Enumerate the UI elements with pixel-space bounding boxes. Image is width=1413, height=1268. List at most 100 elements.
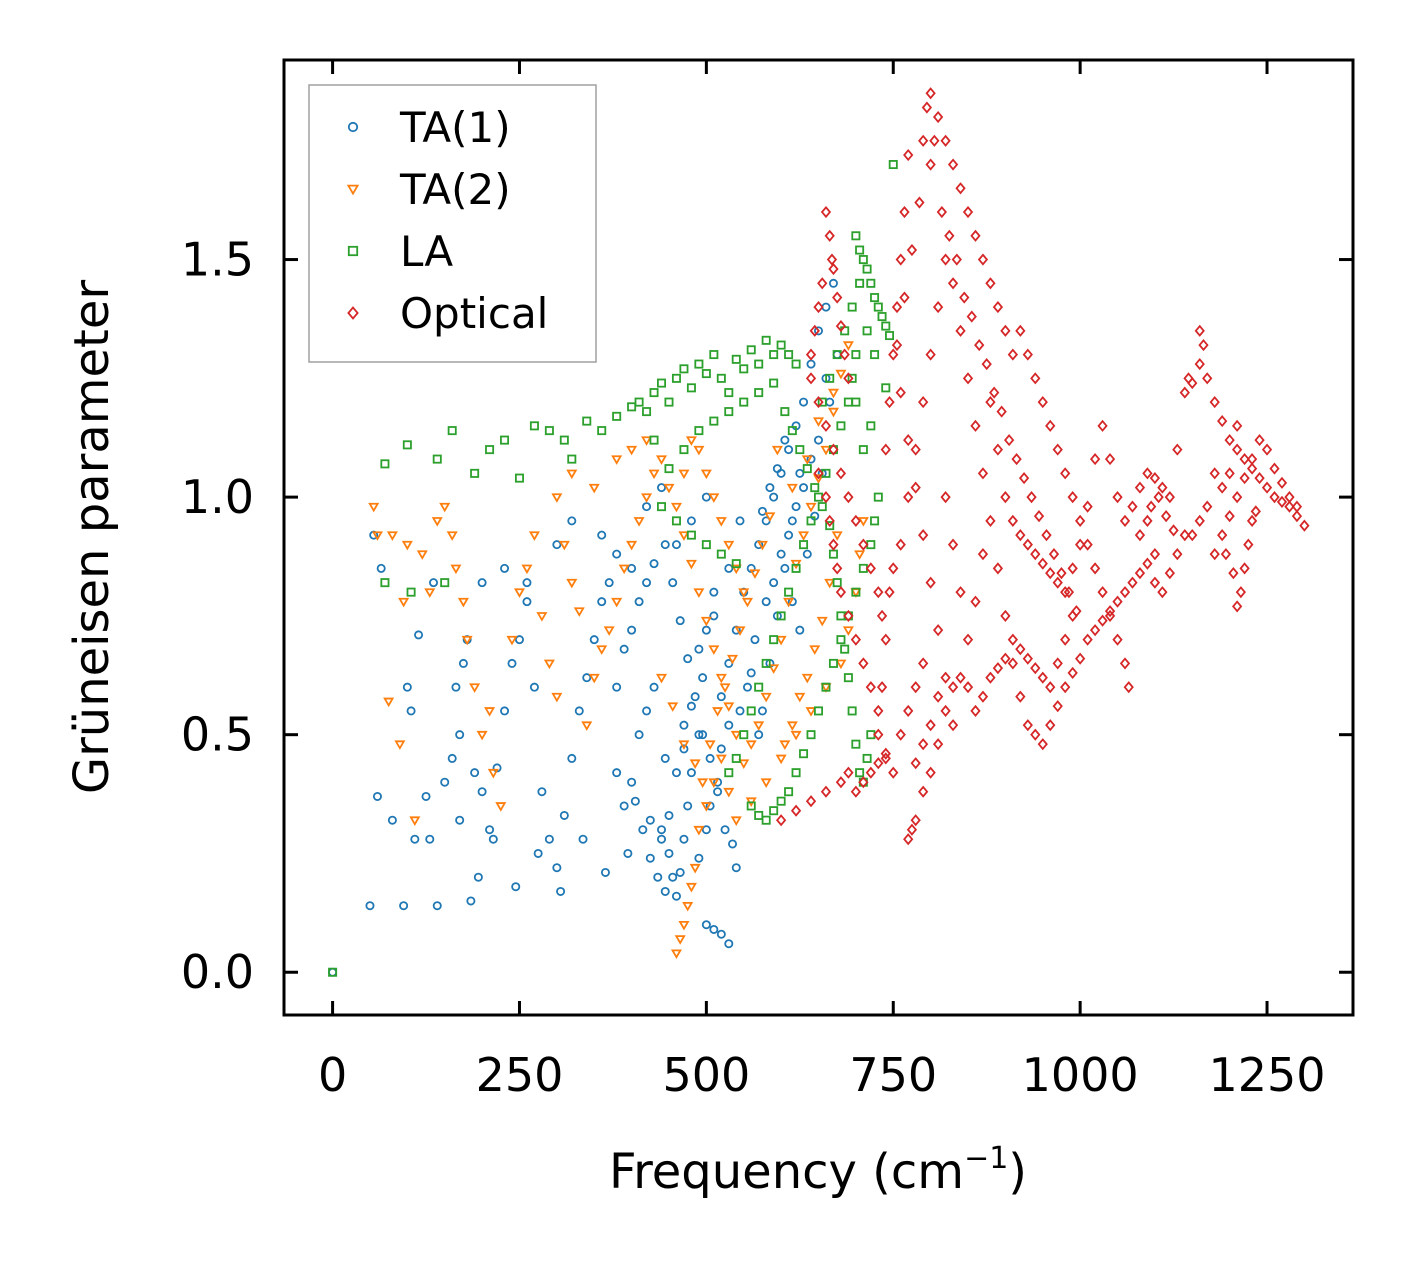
data-point [827,407,839,418]
data-point [589,635,599,645]
data-point [775,754,787,765]
data-point [862,264,872,274]
data-point [566,578,578,589]
data-point [750,635,760,645]
data-point [862,326,872,336]
data-point [693,825,705,836]
data-point [365,901,375,911]
data-point [727,654,739,665]
data-point [544,426,554,436]
data-point [630,796,640,806]
data-point [1018,472,1030,485]
data-point [839,348,850,361]
data-point [970,595,981,608]
data-point [1037,738,1048,751]
data-point [700,616,712,627]
data-point [685,882,697,893]
data-point [328,967,338,977]
data-point [842,626,854,636]
data-point [678,920,690,931]
data-point [827,388,839,399]
data-point [842,341,854,351]
data-point [851,739,861,749]
data-point [910,757,921,770]
data-point [832,562,843,575]
data-point [683,801,693,811]
data-point [828,443,839,456]
data-point [678,531,690,541]
data-point [642,502,652,512]
data-point [724,563,734,573]
data-point [522,597,532,607]
data-point [1250,505,1261,518]
data-point [552,863,562,873]
data-point [955,586,966,599]
data-point [805,348,817,361]
data-point [1134,567,1146,580]
data-point [977,690,989,703]
data-point [724,939,734,949]
data-point [884,396,895,409]
data-point [551,493,563,503]
data-point [1183,372,1194,385]
data-point [731,559,741,569]
data-point [686,768,696,778]
data-point [429,578,439,588]
data-point [376,563,386,573]
data-point [1239,472,1250,485]
data-point [825,521,835,531]
data-point [582,416,592,426]
data-point [686,701,696,711]
data-point [724,407,734,417]
data-point [880,752,891,765]
data-point [421,791,431,801]
data-point [1052,576,1063,589]
data-point [507,658,517,668]
data-point [694,359,704,369]
data-point [955,671,966,684]
data-point [738,759,750,769]
data-point [1082,538,1093,551]
data-point [918,396,929,409]
data-point [1209,467,1220,480]
data-point [962,681,974,694]
data-point [529,421,539,431]
data-point [398,597,410,608]
data-point [1217,415,1228,428]
data-point [1239,453,1250,466]
data-point [784,445,794,455]
data-point [698,673,708,683]
legend-label: TA(2) [399,165,511,214]
data-point [761,658,771,668]
data-point [812,474,825,484]
data-point [985,671,996,684]
data-point [641,493,653,503]
data-point [1269,491,1280,504]
data-point [1142,514,1153,527]
data-point [1146,500,1157,513]
data-point [573,607,585,617]
data-point [951,253,962,266]
data-point [663,483,675,494]
data-point [458,658,468,668]
data-point [753,721,765,731]
data-point [824,578,836,589]
data-point [720,825,730,835]
data-point [895,253,906,266]
data-point [424,588,436,598]
data-point [697,778,709,788]
data-point [843,397,853,407]
data-point [1202,500,1213,513]
data-point [925,766,936,779]
data-point [1198,339,1209,352]
data-point [1045,719,1056,732]
data-point [1284,500,1295,513]
data-point [642,706,652,716]
data-point [847,373,857,383]
data-point [473,872,483,882]
data-point [858,445,868,455]
data-point [780,435,790,445]
data-point [820,785,832,798]
data-point [810,483,820,493]
